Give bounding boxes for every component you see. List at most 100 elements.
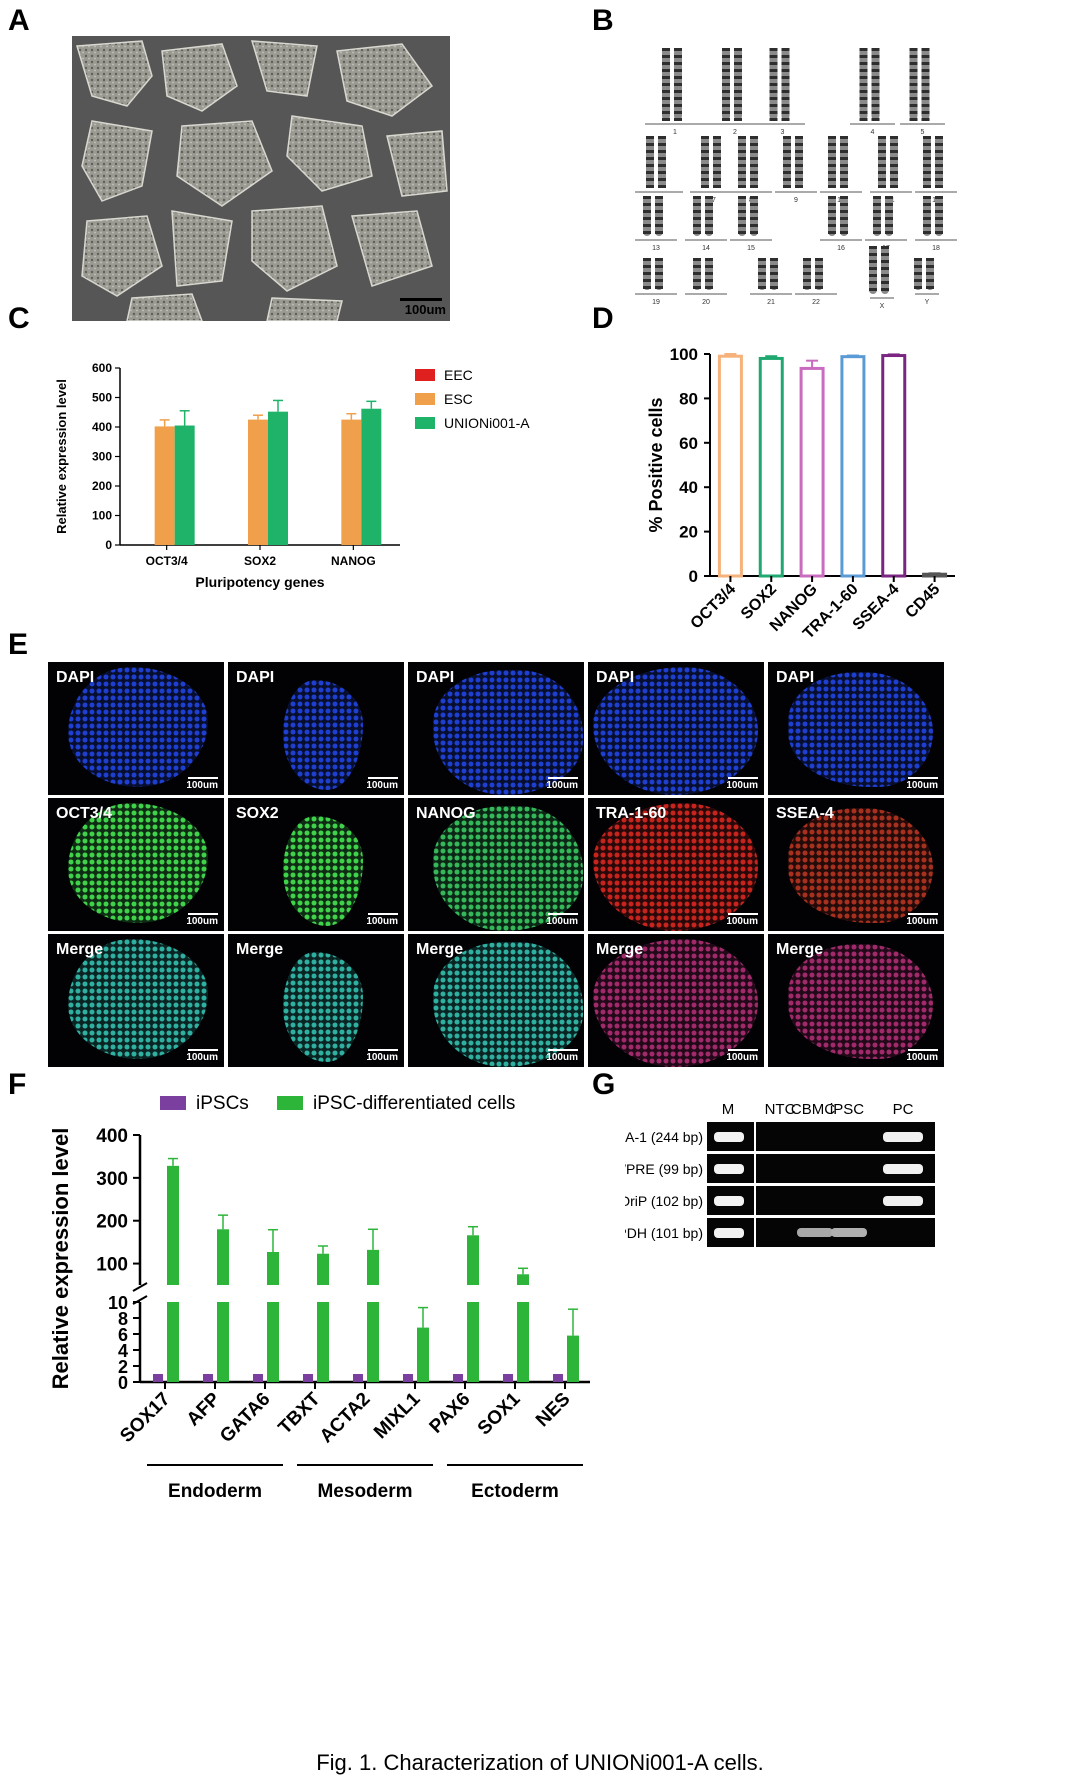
g-band <box>662 104 670 107</box>
g-band <box>701 136 709 139</box>
scalebar-label: 100um <box>906 913 938 927</box>
scalebar-label: 100um <box>366 913 398 927</box>
scalebar-label: 100um <box>546 913 578 927</box>
axis-break-mark <box>132 1282 148 1292</box>
g-band <box>738 164 746 167</box>
g-band <box>750 164 758 167</box>
g-band <box>869 281 877 284</box>
g-band <box>655 203 663 206</box>
g-band <box>693 196 701 199</box>
g-band <box>734 55 742 58</box>
g-band <box>935 203 943 206</box>
g-band <box>750 224 758 227</box>
x-tick-label: AFP <box>183 1388 225 1430</box>
y-tick-label: 0 <box>689 567 698 586</box>
chromosome-pair: 1 <box>645 48 705 136</box>
x-tick-label: OCT3/4 <box>146 554 188 568</box>
scalebar-label: 100um <box>366 777 398 791</box>
g-band <box>914 258 922 261</box>
g-band <box>909 104 918 107</box>
bar <box>453 1374 463 1382</box>
g-band <box>869 288 877 291</box>
if-image: DAPI 100um <box>588 662 764 795</box>
karyotype-figure: 12345678910111213141516171819202122XY <box>635 48 957 310</box>
y-tick-label: 600 <box>92 361 112 375</box>
x-tick-label: OCT3/4 <box>688 581 740 633</box>
g-band <box>705 265 713 268</box>
g-band <box>803 258 811 261</box>
y-tick-label: 0 <box>105 538 112 552</box>
chromosome-pair: 10 <box>820 136 862 204</box>
g-band <box>738 143 746 146</box>
g-band <box>658 136 666 139</box>
g-band <box>750 231 758 234</box>
g-band <box>859 55 868 58</box>
chromatid <box>783 136 791 188</box>
bar <box>717 354 743 578</box>
g-band <box>871 90 880 93</box>
g-band <box>722 97 730 100</box>
g-band <box>758 265 766 268</box>
g-band <box>750 217 758 220</box>
bar <box>367 1302 379 1382</box>
g-band <box>840 136 848 139</box>
g-band <box>871 55 880 58</box>
chromosome-pair: 6 <box>635 136 683 204</box>
g-band <box>878 143 886 146</box>
g-band <box>859 97 868 100</box>
legend-swatch <box>415 417 435 429</box>
g-band <box>871 48 880 51</box>
g-band <box>701 178 709 181</box>
chromatid <box>693 196 701 236</box>
g-band <box>781 118 790 121</box>
bar <box>267 1252 279 1285</box>
cell-colony <box>433 942 583 1067</box>
g-band <box>795 185 803 188</box>
chromatid <box>705 196 713 236</box>
g-band <box>655 196 663 199</box>
g-band <box>869 274 877 277</box>
g-band <box>921 83 930 86</box>
cell-colony <box>593 939 758 1067</box>
if-image: SOX2 100um <box>228 798 404 931</box>
g-band <box>926 258 934 261</box>
scalebar-line <box>400 298 442 301</box>
g-band <box>815 258 823 261</box>
g-band <box>923 185 931 188</box>
g-band <box>935 217 943 220</box>
g-band <box>921 69 930 72</box>
g-band <box>923 178 931 181</box>
g-band <box>693 224 701 227</box>
g-band <box>828 196 836 199</box>
g-band <box>693 286 701 289</box>
chart-c-svg: 0 100 200 300 400 500 600 OCT3/4 SOX2 NANOG Plurip… <box>54 361 530 590</box>
g-band <box>734 76 742 79</box>
g-band <box>914 265 922 268</box>
g-band <box>722 111 730 114</box>
chart-f: iPSCs iPSC-differentiated cells 100 200 300 4… <box>40 1080 640 1720</box>
g-band <box>885 217 893 220</box>
g-band <box>705 217 713 220</box>
g-band <box>655 210 663 213</box>
pc-band <box>883 1196 923 1206</box>
g-band <box>738 196 746 199</box>
y-tick-label: 8 <box>118 1309 128 1329</box>
bar <box>467 1235 479 1285</box>
g-band <box>658 178 666 181</box>
g-band <box>923 231 931 234</box>
g-band <box>738 150 746 153</box>
chromatid <box>738 196 746 236</box>
cell-colony <box>283 816 363 926</box>
g-band <box>713 164 721 167</box>
if-image: DAPI 100um <box>768 662 944 795</box>
bar <box>517 1274 529 1285</box>
g-band <box>859 76 868 79</box>
g-band <box>738 210 746 213</box>
g-band <box>935 150 943 153</box>
g-band <box>701 171 709 174</box>
panel-label-f: F <box>8 1068 27 1101</box>
g-band <box>769 118 778 121</box>
if-label: OCT3/4 <box>56 805 113 822</box>
if-label: Merge <box>236 941 284 958</box>
